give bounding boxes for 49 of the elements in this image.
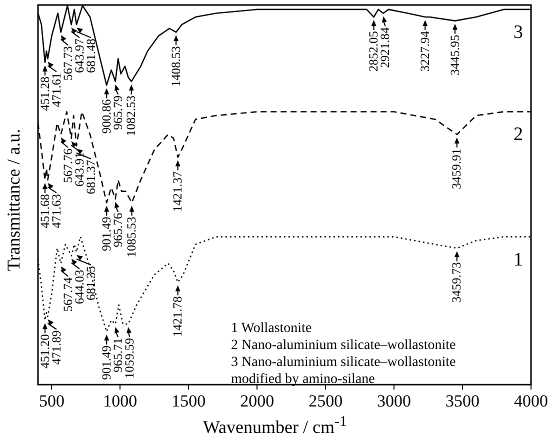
annotation: 471.89 bbox=[49, 330, 64, 365]
x-tick-label: 3500 bbox=[446, 391, 480, 410]
annotation: 3459.73 bbox=[450, 262, 464, 303]
annotation: 3 Nano-aluminium silicate–wollastonite modified by amino-silane bbox=[231, 354, 456, 388]
annotation: 3459.91 bbox=[450, 148, 464, 190]
series-label: 3 bbox=[514, 22, 523, 43]
annotation: 2852.05 bbox=[366, 31, 381, 72]
annotation: 3227.94 bbox=[418, 30, 432, 72]
annotation: 901.49 bbox=[99, 216, 114, 252]
annotation: 1421.37 bbox=[170, 171, 185, 212]
x-tick-label: 1500 bbox=[172, 391, 206, 410]
annotation: 451.20 bbox=[38, 334, 52, 369]
annotation: 643.91 bbox=[72, 152, 86, 187]
annotation: 1082.53 bbox=[124, 95, 138, 136]
x-tick-label: 1000 bbox=[103, 391, 138, 410]
annotation: 451.28 bbox=[38, 76, 52, 111]
annotation: 1421.78 bbox=[170, 296, 185, 337]
annotation: 1 Wollastonite bbox=[231, 320, 313, 337]
annotation: 1085.53 bbox=[124, 216, 139, 258]
series-label: 1 bbox=[514, 249, 523, 270]
annotation: 681.37 bbox=[84, 160, 98, 194]
annotation: 3445.95 bbox=[448, 34, 462, 76]
x-tick-label: 2000 bbox=[240, 391, 274, 410]
annotation: 1408.53 bbox=[168, 46, 183, 87]
annotation: 901.49 bbox=[99, 346, 114, 380]
annotation: 1059.59 bbox=[122, 338, 136, 379]
annotation: 643.97 bbox=[72, 38, 86, 73]
y-axis-title: Transmittance / a.u. bbox=[4, 128, 24, 272]
annotation: 965.71 bbox=[110, 338, 125, 372]
annotation: 2921.84 bbox=[378, 26, 392, 68]
annotation: 451.68 bbox=[38, 194, 52, 228]
annotation: 644.03 bbox=[72, 270, 86, 304]
annotation: 567.76 bbox=[60, 148, 75, 183]
annotation: 471.61 bbox=[49, 72, 64, 108]
annotation: 965.76 bbox=[110, 212, 125, 248]
x-tick-label: 4000 bbox=[514, 391, 548, 410]
series-label: 2 bbox=[514, 124, 523, 146]
x-axis-title: Wavenumber / cm$^{-1}$ bbox=[202, 414, 348, 438]
annotation: 567.74 bbox=[60, 276, 75, 312]
annotation: 567.73 bbox=[60, 46, 75, 81]
annotation: 681.48 bbox=[84, 38, 98, 73]
annotation: 900.86 bbox=[99, 99, 114, 134]
annotation: 965.79 bbox=[110, 95, 125, 130]
annotation: 681.35 bbox=[84, 266, 98, 300]
annotation: 471.63 bbox=[49, 194, 64, 228]
x-tick-label: 500 bbox=[38, 391, 64, 410]
annotation: 2 Nano-aluminium silicate–wollastonite bbox=[231, 337, 456, 354]
x-tick-label: 3000 bbox=[377, 391, 412, 410]
x-tick-label: 2500 bbox=[308, 391, 343, 410]
